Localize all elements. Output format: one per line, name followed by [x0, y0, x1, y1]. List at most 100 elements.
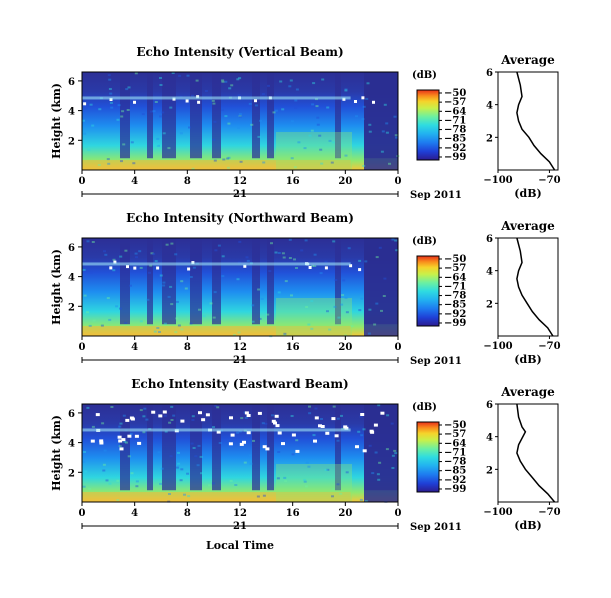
profile-title: Average [500, 219, 555, 233]
echo-speckle [238, 113, 242, 116]
echo-speckle [129, 433, 133, 435]
echo-speckle [237, 127, 240, 129]
echo-speckle [391, 467, 395, 469]
echo-speckle [116, 499, 120, 501]
echo-speckle [222, 158, 226, 161]
echo-speckle [380, 150, 384, 153]
colorbar-tick-label: −99 [444, 152, 466, 163]
surface-echo-band [82, 160, 351, 170]
colorbar-gradient [416, 421, 440, 493]
echo-speckle [168, 421, 172, 424]
missing-data-pixel [291, 433, 296, 437]
profile-y-tick-label: 6 [486, 68, 493, 79]
echo-speckle [130, 141, 134, 144]
echo-speckle [310, 129, 314, 132]
echo-speckle [248, 454, 252, 457]
colorbar-tick-label: −64 [444, 106, 466, 117]
echo-speckle [88, 487, 92, 490]
echo-speckle [138, 250, 142, 253]
echo-speckle [385, 122, 389, 125]
echo-speckle [244, 416, 248, 419]
missing-data-pixel [373, 423, 378, 427]
echo-speckle [279, 80, 283, 83]
echo-speckle [383, 103, 387, 106]
echo-speckle [377, 478, 381, 481]
echo-speckle [237, 94, 241, 97]
echo-speckle [86, 406, 90, 409]
profile-y-tick-label: 4 [486, 267, 493, 278]
echo-speckle [236, 431, 240, 434]
missing-data-pixel [295, 449, 300, 453]
missing-data-pixel [228, 442, 233, 446]
afternoon-echo-region [276, 298, 352, 336]
echo-speckle [333, 305, 337, 308]
echo-speckle [267, 84, 270, 87]
low-echo-streak [267, 238, 274, 325]
panel-2: Echo Intensity (Eastward Beam) 0 4 8 12 16 20 0… [50, 377, 561, 533]
echo-speckle [170, 419, 174, 421]
echo-speckle [248, 102, 252, 105]
echo-speckle [288, 257, 292, 259]
missing-data-pixel [313, 439, 317, 443]
echo-speckle [135, 480, 139, 483]
missing-data-pixel [127, 434, 132, 438]
echo-speckle [304, 290, 308, 293]
echo-speckle [191, 415, 195, 418]
profile-x-tick-label: −100 [483, 507, 512, 518]
echo-speckle [106, 158, 110, 161]
late-night-quiet-region [364, 238, 398, 336]
missing-data-pixel [349, 264, 353, 268]
y-tick-label: 4 [68, 439, 75, 450]
echo-speckle [381, 130, 385, 133]
echo-speckle [336, 417, 340, 420]
late-night-quiet-region [364, 404, 398, 502]
echo-speckle [127, 455, 131, 458]
x-tick-label: 0 [79, 176, 86, 187]
echo-speckle [141, 113, 145, 116]
missing-data-pixel [243, 264, 247, 268]
echo-speckle [105, 479, 109, 482]
echo-speckle [91, 124, 95, 127]
missing-data-pixel [133, 100, 136, 104]
echo-speckle [331, 488, 335, 491]
x-tick-label: 8 [184, 342, 191, 353]
echo-speckle [117, 104, 121, 107]
missing-data-pixel [229, 416, 233, 420]
low-echo-streak [190, 72, 202, 159]
colorbar-tick-label: −78 [444, 457, 466, 468]
echo-speckle [122, 143, 126, 146]
x-tick-label: 12 [233, 176, 247, 187]
echo-speckle [368, 308, 372, 311]
missing-data-pixel [246, 414, 251, 417]
echo-speckle [229, 479, 233, 482]
echo-speckle [165, 243, 169, 246]
echo-speckle [125, 441, 128, 444]
echo-speckle [180, 328, 184, 331]
echo-speckle [375, 256, 379, 259]
x-tick-label: 0 [395, 508, 402, 519]
y-axis-label: Height (km) [50, 249, 63, 325]
echo-speckle [310, 327, 314, 330]
echo-speckle [112, 258, 116, 261]
echo-speckle [391, 454, 395, 457]
echo-speckle [316, 116, 320, 119]
echo-speckle [161, 111, 165, 114]
profile-y-tick-label: 4 [486, 101, 493, 112]
echo-speckle [357, 430, 361, 433]
echo-speckle [239, 115, 242, 118]
echo-speckle [226, 166, 230, 169]
echo-speckle [180, 280, 184, 283]
missing-data-pixel [95, 413, 100, 417]
echo-speckle [366, 82, 370, 85]
echo-speckle [288, 238, 292, 241]
missing-data-pixel [361, 96, 365, 100]
echo-speckle [197, 444, 201, 447]
missing-data-pixel [308, 266, 312, 269]
echo-speckle [163, 414, 167, 417]
echo-speckle [295, 291, 299, 294]
x-axis-label: Local Time [206, 539, 274, 552]
echo-speckle [155, 144, 159, 147]
echo-speckle [251, 304, 255, 307]
echo-speckle [104, 253, 108, 256]
